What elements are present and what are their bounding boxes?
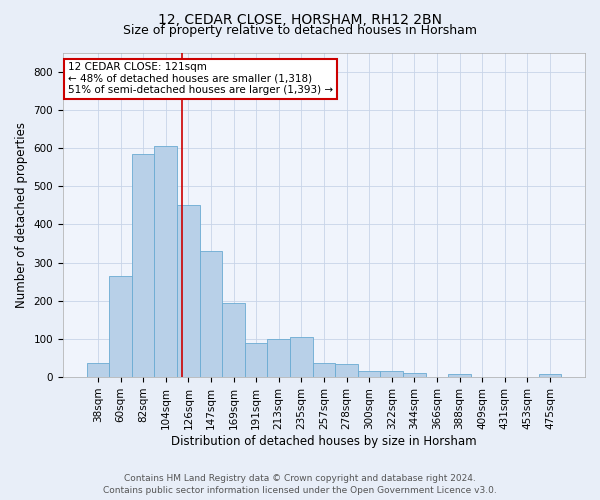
Bar [539,374,561,377]
Bar [335,364,358,377]
Bar [222,302,245,377]
Bar [448,374,471,377]
X-axis label: Distribution of detached houses by size in Horsham: Distribution of detached houses by size … [171,434,477,448]
Bar [154,146,177,377]
Bar [290,337,313,377]
Text: 12 CEDAR CLOSE: 121sqm
← 48% of detached houses are smaller (1,318)
51% of semi-: 12 CEDAR CLOSE: 121sqm ← 48% of detached… [68,62,333,96]
Text: Size of property relative to detached houses in Horsham: Size of property relative to detached ho… [123,24,477,37]
Text: 12, CEDAR CLOSE, HORSHAM, RH12 2BN: 12, CEDAR CLOSE, HORSHAM, RH12 2BN [158,12,442,26]
Bar [200,251,222,377]
Bar [380,372,403,377]
Bar [245,342,268,377]
Bar [358,372,380,377]
Y-axis label: Number of detached properties: Number of detached properties [15,122,28,308]
Bar [177,206,200,377]
Bar [403,374,425,377]
Bar [268,339,290,377]
Bar [86,362,109,377]
Text: Contains HM Land Registry data © Crown copyright and database right 2024.
Contai: Contains HM Land Registry data © Crown c… [103,474,497,495]
Bar [132,154,154,377]
Bar [313,362,335,377]
Bar [109,276,132,377]
